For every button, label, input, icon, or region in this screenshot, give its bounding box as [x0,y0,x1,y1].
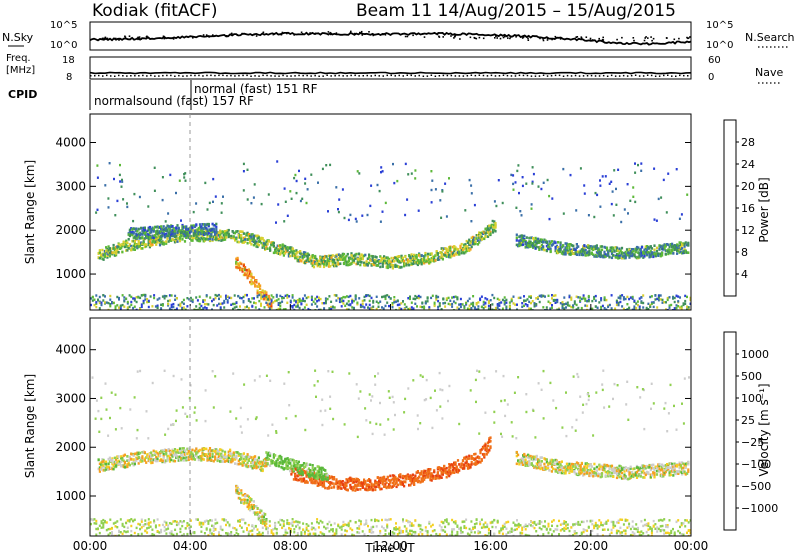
nsearch-trace [101,30,691,42]
velocity-near-range-clutter [90,518,691,536]
nave-label: Nave [755,66,783,79]
velocity-x-axis: 00:00 04:00 08:00 12:00 16:00 20:00 00:00 [73,530,709,553]
cpid-label: CPID [8,88,37,101]
power-near-range-clutter [90,293,691,310]
counts-tick-bottom-right: 10^0 [706,40,733,51]
counts-tick-top-left: 10^5 [50,20,77,31]
y-tick-label: 3000 [55,179,86,193]
colorbar-tick-label: 28 [741,136,755,149]
velocity-feature-3 [265,451,329,481]
colorbar-tick-label: −25 [741,436,764,449]
velocity-y-axis: 1000 2000 3000 4000 [55,343,691,503]
nsky-label: N.Sky [2,31,34,44]
velocity-feature-2 [290,436,492,492]
velocity-echoes [90,369,691,536]
power-colorbar: Power [dB] 4 8 12 16 20 24 28 [723,119,771,297]
velocity-colorbar-label: Velocity [m s⁻¹] [757,383,771,476]
x-tick-label: 00:00 [73,539,108,553]
nsky-trace [89,31,692,46]
y-tick-label: 3000 [55,391,86,405]
x-tick-label: 08:00 [273,539,308,553]
velocity-feature-1 [97,447,268,473]
nave-tick-top: 60 [708,55,721,66]
x-tick-label: 00:00 [674,539,709,553]
counts-tick-bottom-left: 10^0 [50,40,77,51]
power-feature-2 [127,222,218,241]
freq-trace [89,71,692,75]
y-tick-label: 2000 [55,223,86,237]
velocity-panel: 1000 2000 3000 4000 00:00 04:00 08:00 12:00 16:… [23,317,709,554]
power-colorbar-label: Power [dB] [757,177,771,242]
nsearch-label: N.Search [745,31,795,44]
station-title: Kodiak (fitACF) [92,1,218,21]
colorbar-tick-label: 500 [741,370,762,383]
colorbar-tick-label: 12 [741,224,755,237]
x-tick-label: 16:00 [473,539,508,553]
colorbar-tick-label: 4 [741,268,748,281]
counts-panel: N.Sky 10^5 10^0 10^5 10^0 N.Search [2,20,795,51]
beam-date-title: Beam 11 14/Aug/2015 – 15/Aug/2015 [356,1,676,21]
y-tick-label: 1000 [55,267,86,281]
x-tick-label: 20:00 [574,539,609,553]
y-tick-label: 4000 [55,136,86,150]
nave-trace [90,74,689,77]
colorbar-tick-label: 20 [741,180,755,193]
cpid-segment-2: normal (fast) 151 RF [194,82,318,96]
freq-tick-bottom: 8 [66,72,72,83]
x-axis-label: Time UT [364,541,415,554]
power-panel: 1000 2000 3000 4000 Slant Range [km] [23,113,692,311]
y-tick-label: 4000 [55,343,86,357]
colorbar-tick-label: −100 [741,458,771,471]
colorbar-tick-label: 1000 [741,348,769,361]
power-y-axis: 1000 2000 3000 4000 [55,136,691,281]
y-tick-label: 2000 [55,440,86,454]
cpid-row: CPID normalsound (fast) 157 RF normal (f… [8,80,318,110]
x-tick-label: 04:00 [173,539,208,553]
velocity-y-axis-label: Slant Range [km] [23,374,37,478]
power-y-axis-label: Slant Range [km] [23,160,37,264]
x-tick-label: 12:00 [373,539,408,553]
power-feature-3 [515,233,690,260]
colorbar-tick-label: −500 [741,480,771,493]
colorbar-tick-label: 24 [741,158,755,171]
nave-tick-bottom: 0 [708,72,714,83]
velocity-feature-5 [235,484,268,529]
colorbar-tick-label: 16 [741,202,755,215]
power-echoes [90,160,691,310]
velocity-colorbar: Velocity [m s⁻¹] 1000 500 100 25 −25 −100 −500… [723,331,778,531]
freq-label: Freq. [6,53,31,64]
freq-unit: [MHz] [6,65,35,76]
colorbar-tick-label: 100 [741,392,762,405]
velocity-feature-4 [515,450,690,481]
freq-tick-top: 18 [62,55,75,66]
freq-panel: Freq. [MHz] 18 8 60 0 Nave [6,53,783,84]
colorbar-tick-label: 8 [741,246,748,259]
power-sparse-echoes [95,160,689,224]
colorbar-tick-label: 25 [741,414,755,427]
colorbar-tick-label: −1000 [741,502,778,515]
power-feature-4 [235,256,273,310]
velocity-sparse-echoes [91,369,690,440]
y-tick-label: 1000 [55,489,86,503]
cpid-segment-1: normalsound (fast) 157 RF [94,94,254,108]
counts-tick-top-right: 10^5 [706,20,733,31]
